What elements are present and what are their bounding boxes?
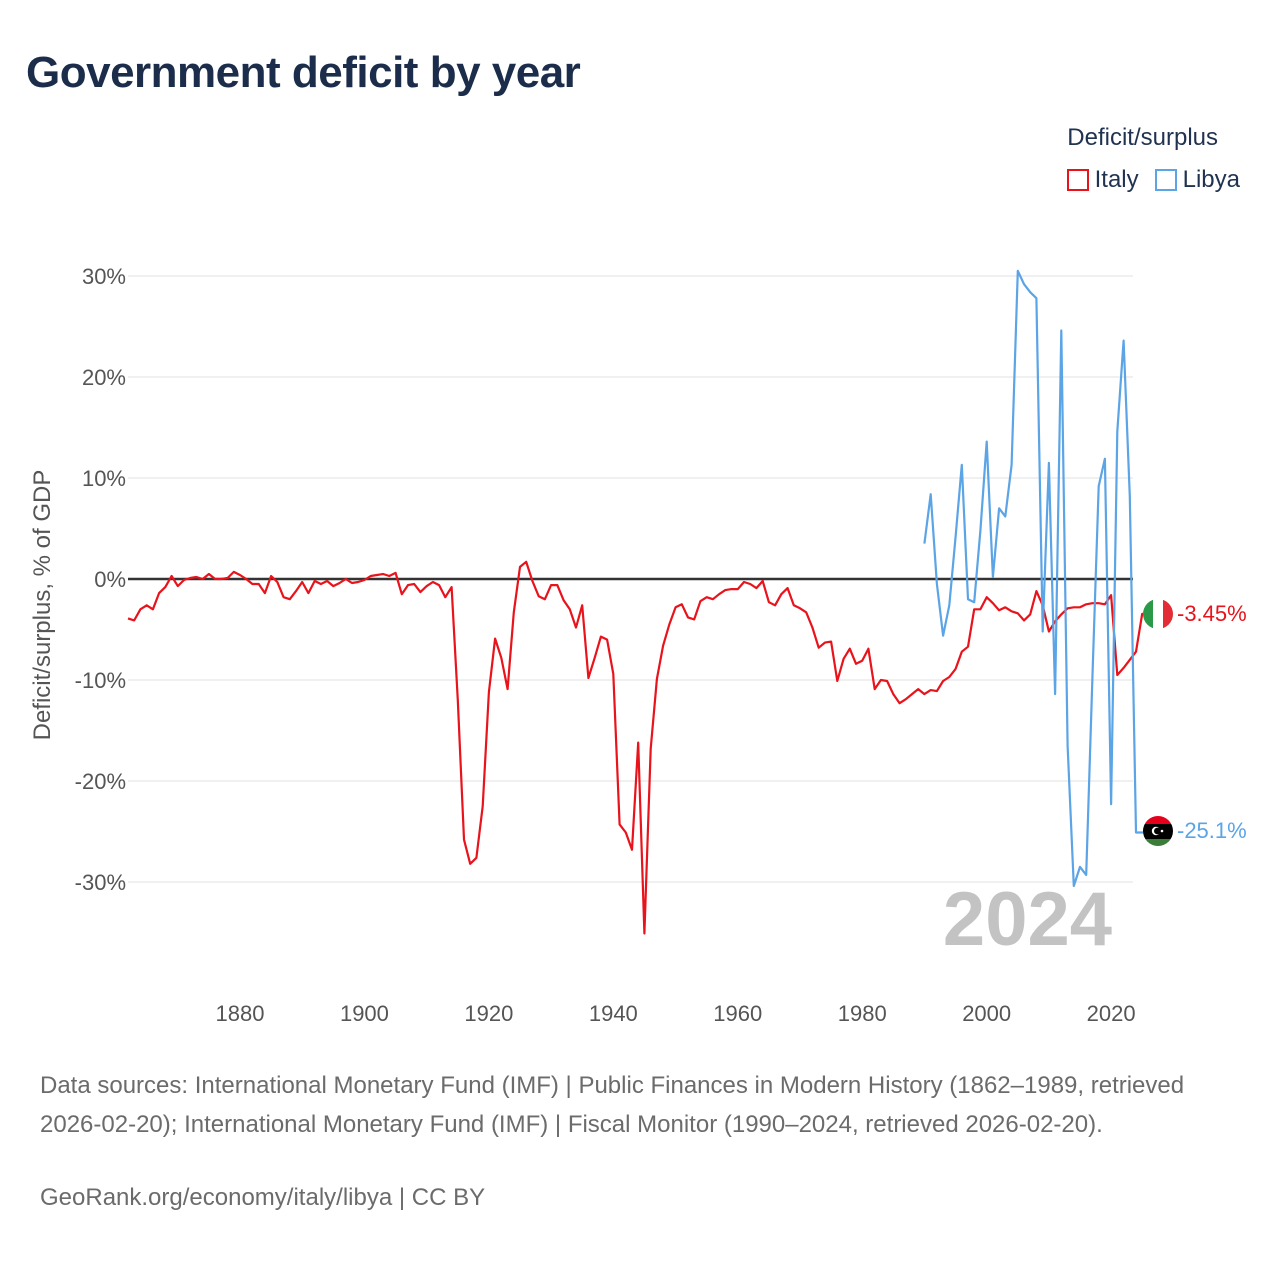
legend-item-libya[interactable]: Libya: [1154, 166, 1240, 194]
series-line-italy: [127, 560, 1144, 935]
page-title: Government deficit by year: [26, 48, 581, 97]
legend-label-libya: Libya: [1182, 166, 1240, 193]
y-axis-label: Deficit/surplus, % of GDP: [29, 470, 56, 741]
x-tick-label: 2020: [1087, 1001, 1136, 1026]
x-tick-label: 1920: [464, 1001, 513, 1026]
legend: Italy Libya: [1066, 166, 1240, 194]
libya-flag-icon: [1143, 816, 1173, 846]
y-tick-label: -20%: [75, 769, 126, 794]
x-tick-label: 1900: [340, 1001, 389, 1026]
series-group: [127, 269, 1144, 935]
y-tick-label: -10%: [75, 668, 126, 693]
current-year-label: 2024: [943, 877, 1112, 962]
legend-swatch-libya: [1154, 169, 1177, 191]
italy-flag-icon: [1143, 599, 1173, 629]
y-tick-label: 20%: [82, 365, 126, 390]
credit-link[interactable]: GeoRank.org/economy/italy/libya | CC BY: [40, 1184, 486, 1211]
legend-swatch-italy: [1066, 169, 1089, 191]
end-label-italy: -3.45%: [1177, 601, 1247, 626]
legend-label-italy: Italy: [1094, 166, 1139, 193]
line-chart: 30% 20% 10% 0% -10% -20% -30% 1880 1900 1920 1940…: [29, 264, 1247, 1026]
y-tick-label: 0%: [94, 567, 126, 592]
y-tick-label: 10%: [82, 466, 126, 491]
end-label-libya: -25.1%: [1177, 818, 1247, 843]
y-tick-label: 30%: [82, 264, 126, 289]
y-axis-ticks: 30% 20% 10% 0% -10% -20% -30%: [75, 264, 126, 895]
legend-title: Deficit/surplus: [1067, 124, 1218, 151]
x-axis-ticks: 1880 1900 1920 1940 1960 1980 2000 2020: [216, 1001, 1136, 1026]
x-tick-label: 1980: [838, 1001, 887, 1026]
legend-item-italy[interactable]: Italy: [1066, 166, 1139, 194]
series-line-libya: [923, 269, 1144, 888]
x-tick-label: 1960: [713, 1001, 762, 1026]
x-tick-label: 1880: [216, 1001, 265, 1026]
x-tick-label: 1940: [589, 1001, 638, 1026]
x-tick-label: 2000: [962, 1001, 1011, 1026]
y-tick-label: -30%: [75, 870, 126, 895]
grid-lines: [128, 275, 1133, 883]
data-sources: Data sources: International Monetary Fun…: [40, 1072, 1185, 1138]
